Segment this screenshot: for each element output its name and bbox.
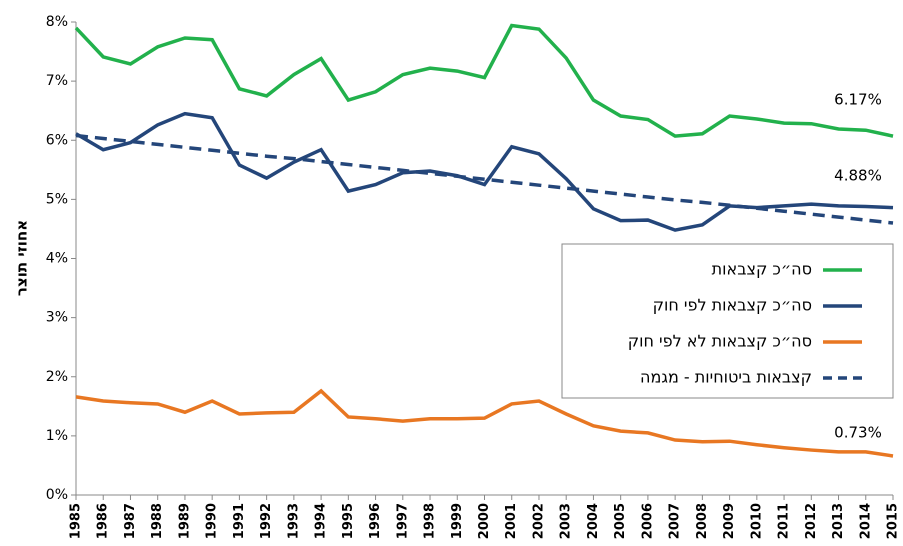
x-tick-label: 2012 [804, 503, 819, 539]
x-tick-label: 1997 [395, 503, 410, 539]
x-tick-label: 1990 [205, 503, 220, 539]
x-tick-label: 2000 [477, 503, 492, 539]
x-tick-label: 1986 [96, 503, 111, 539]
legend-label: סה״כ קצבאות לא לפי חוק [628, 332, 812, 351]
x-tick-label: 1995 [341, 503, 356, 539]
x-tick-label: 1985 [69, 503, 84, 539]
x-tick-label: 1994 [314, 503, 329, 539]
x-tick-label: 1988 [150, 503, 165, 539]
x-tick-label: 2015 [886, 503, 901, 539]
y-tick-label: 8% [46, 14, 68, 30]
x-tick-label: 2010 [749, 503, 764, 539]
annotation: 6.17% [834, 91, 882, 109]
legend-label: סה״כ קצבאות [712, 260, 812, 279]
x-tick-label: 2001 [504, 503, 519, 539]
x-tick-label: 2002 [531, 503, 546, 539]
legend: סה״כ קצבאות סה״כ קצבאות לפי חוק סה״כ קצבאו… [561, 243, 894, 399]
series-line [75, 133, 894, 225]
x-tick-label: 1993 [286, 503, 301, 539]
annotation: 0.73% [834, 424, 882, 442]
x-tick-label: 2008 [695, 503, 710, 539]
series-line [75, 388, 894, 458]
x-tick-label: 2005 [613, 503, 628, 539]
x-tick-label: 1987 [123, 503, 138, 539]
x-tick-label: 2011 [777, 503, 792, 539]
y-tick-label: 5% [46, 191, 68, 207]
x-tick-label: 1999 [450, 503, 465, 539]
x-tick-label: 2014 [858, 503, 873, 539]
x-tick-label: 1989 [177, 503, 192, 539]
legend-label: סה״כ קצבאות לפי חוק [653, 296, 812, 315]
legend-label: קצבאות ביטוחיות - מגמה [640, 368, 812, 387]
y-tick-label: 7% [46, 73, 68, 89]
y-tick-label: 4% [46, 251, 68, 267]
x-tick-label: 2007 [668, 503, 683, 539]
y-tick-label: 1% [46, 428, 68, 444]
x-tick-label: 1998 [423, 503, 438, 539]
x-tick-label: 2004 [586, 503, 601, 539]
x-tick-label: 1996 [368, 503, 383, 539]
series-line [74, 23, 894, 138]
x-tick-label: 2003 [559, 503, 574, 539]
y-tick-label: 6% [46, 132, 68, 148]
y-tick-label: 3% [46, 310, 68, 326]
annotation: 4.88% [834, 167, 882, 185]
x-tick-label: 2009 [722, 503, 737, 539]
x-tick-label: 2013 [831, 503, 846, 539]
x-tick-label: 2006 [640, 503, 655, 539]
x-tick-label: 1992 [259, 503, 274, 539]
series-line [75, 111, 894, 232]
x-tick-label: 1991 [232, 503, 247, 539]
y-tick-label: 0% [46, 487, 68, 503]
y-tick-label: 2% [46, 369, 68, 385]
y-axis-label: אחוזי תוצר [13, 220, 31, 296]
